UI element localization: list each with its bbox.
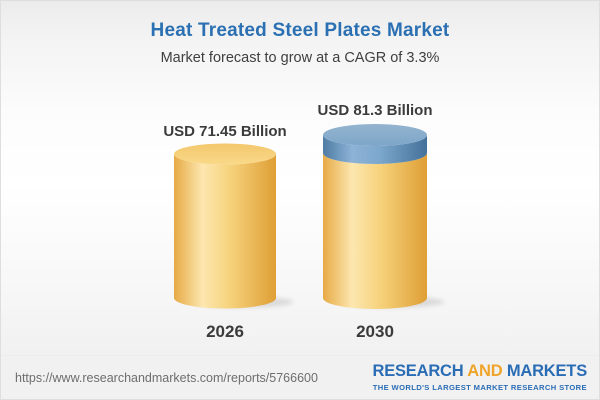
value-label-2026: USD 71.45 Billion <box>163 123 286 140</box>
chart-subtitle: Market forecast to grow at a CAGR of 3.3… <box>160 50 440 66</box>
footer: https://www.researchandmarkets.com/repor… <box>1 355 599 399</box>
cylinder-2030-growth-segment <box>323 135 427 164</box>
cylinder-2026-top <box>174 143 276 165</box>
category-label-2030: 2030 <box>356 322 394 341</box>
cylinder-2030-base <box>323 153 427 309</box>
cylinder-2030-top <box>323 124 427 146</box>
logo-word-markets: MARKETS <box>506 362 587 381</box>
cylinder-bar-chart: USD 71.45 Billion USD 81.3 Billion 2026 … <box>163 102 444 341</box>
logo-wordmark: RESEARCH AND MARKETS <box>372 363 587 380</box>
research-and-markets-logo: RESEARCH AND MARKETS THE WORLD'S LARGEST… <box>372 363 587 392</box>
chart-area: Heat Treated Steel Plates Market Market … <box>1 1 599 355</box>
logo-tagline: THE WORLD'S LARGEST MARKET RESEARCH STOR… <box>372 382 587 392</box>
logo-word-research: RESEARCH <box>372 362 464 381</box>
value-label-2030: USD 81.3 Billion <box>317 102 432 119</box>
logo-word-and: AND <box>467 362 503 381</box>
cylinder-2026-body <box>174 154 276 309</box>
report-url-link[interactable]: https://www.researchandmarkets.com/repor… <box>15 370 318 385</box>
category-label-2026: 2026 <box>206 322 244 341</box>
page-title: Heat Treated Steel Plates Market <box>150 20 450 41</box>
